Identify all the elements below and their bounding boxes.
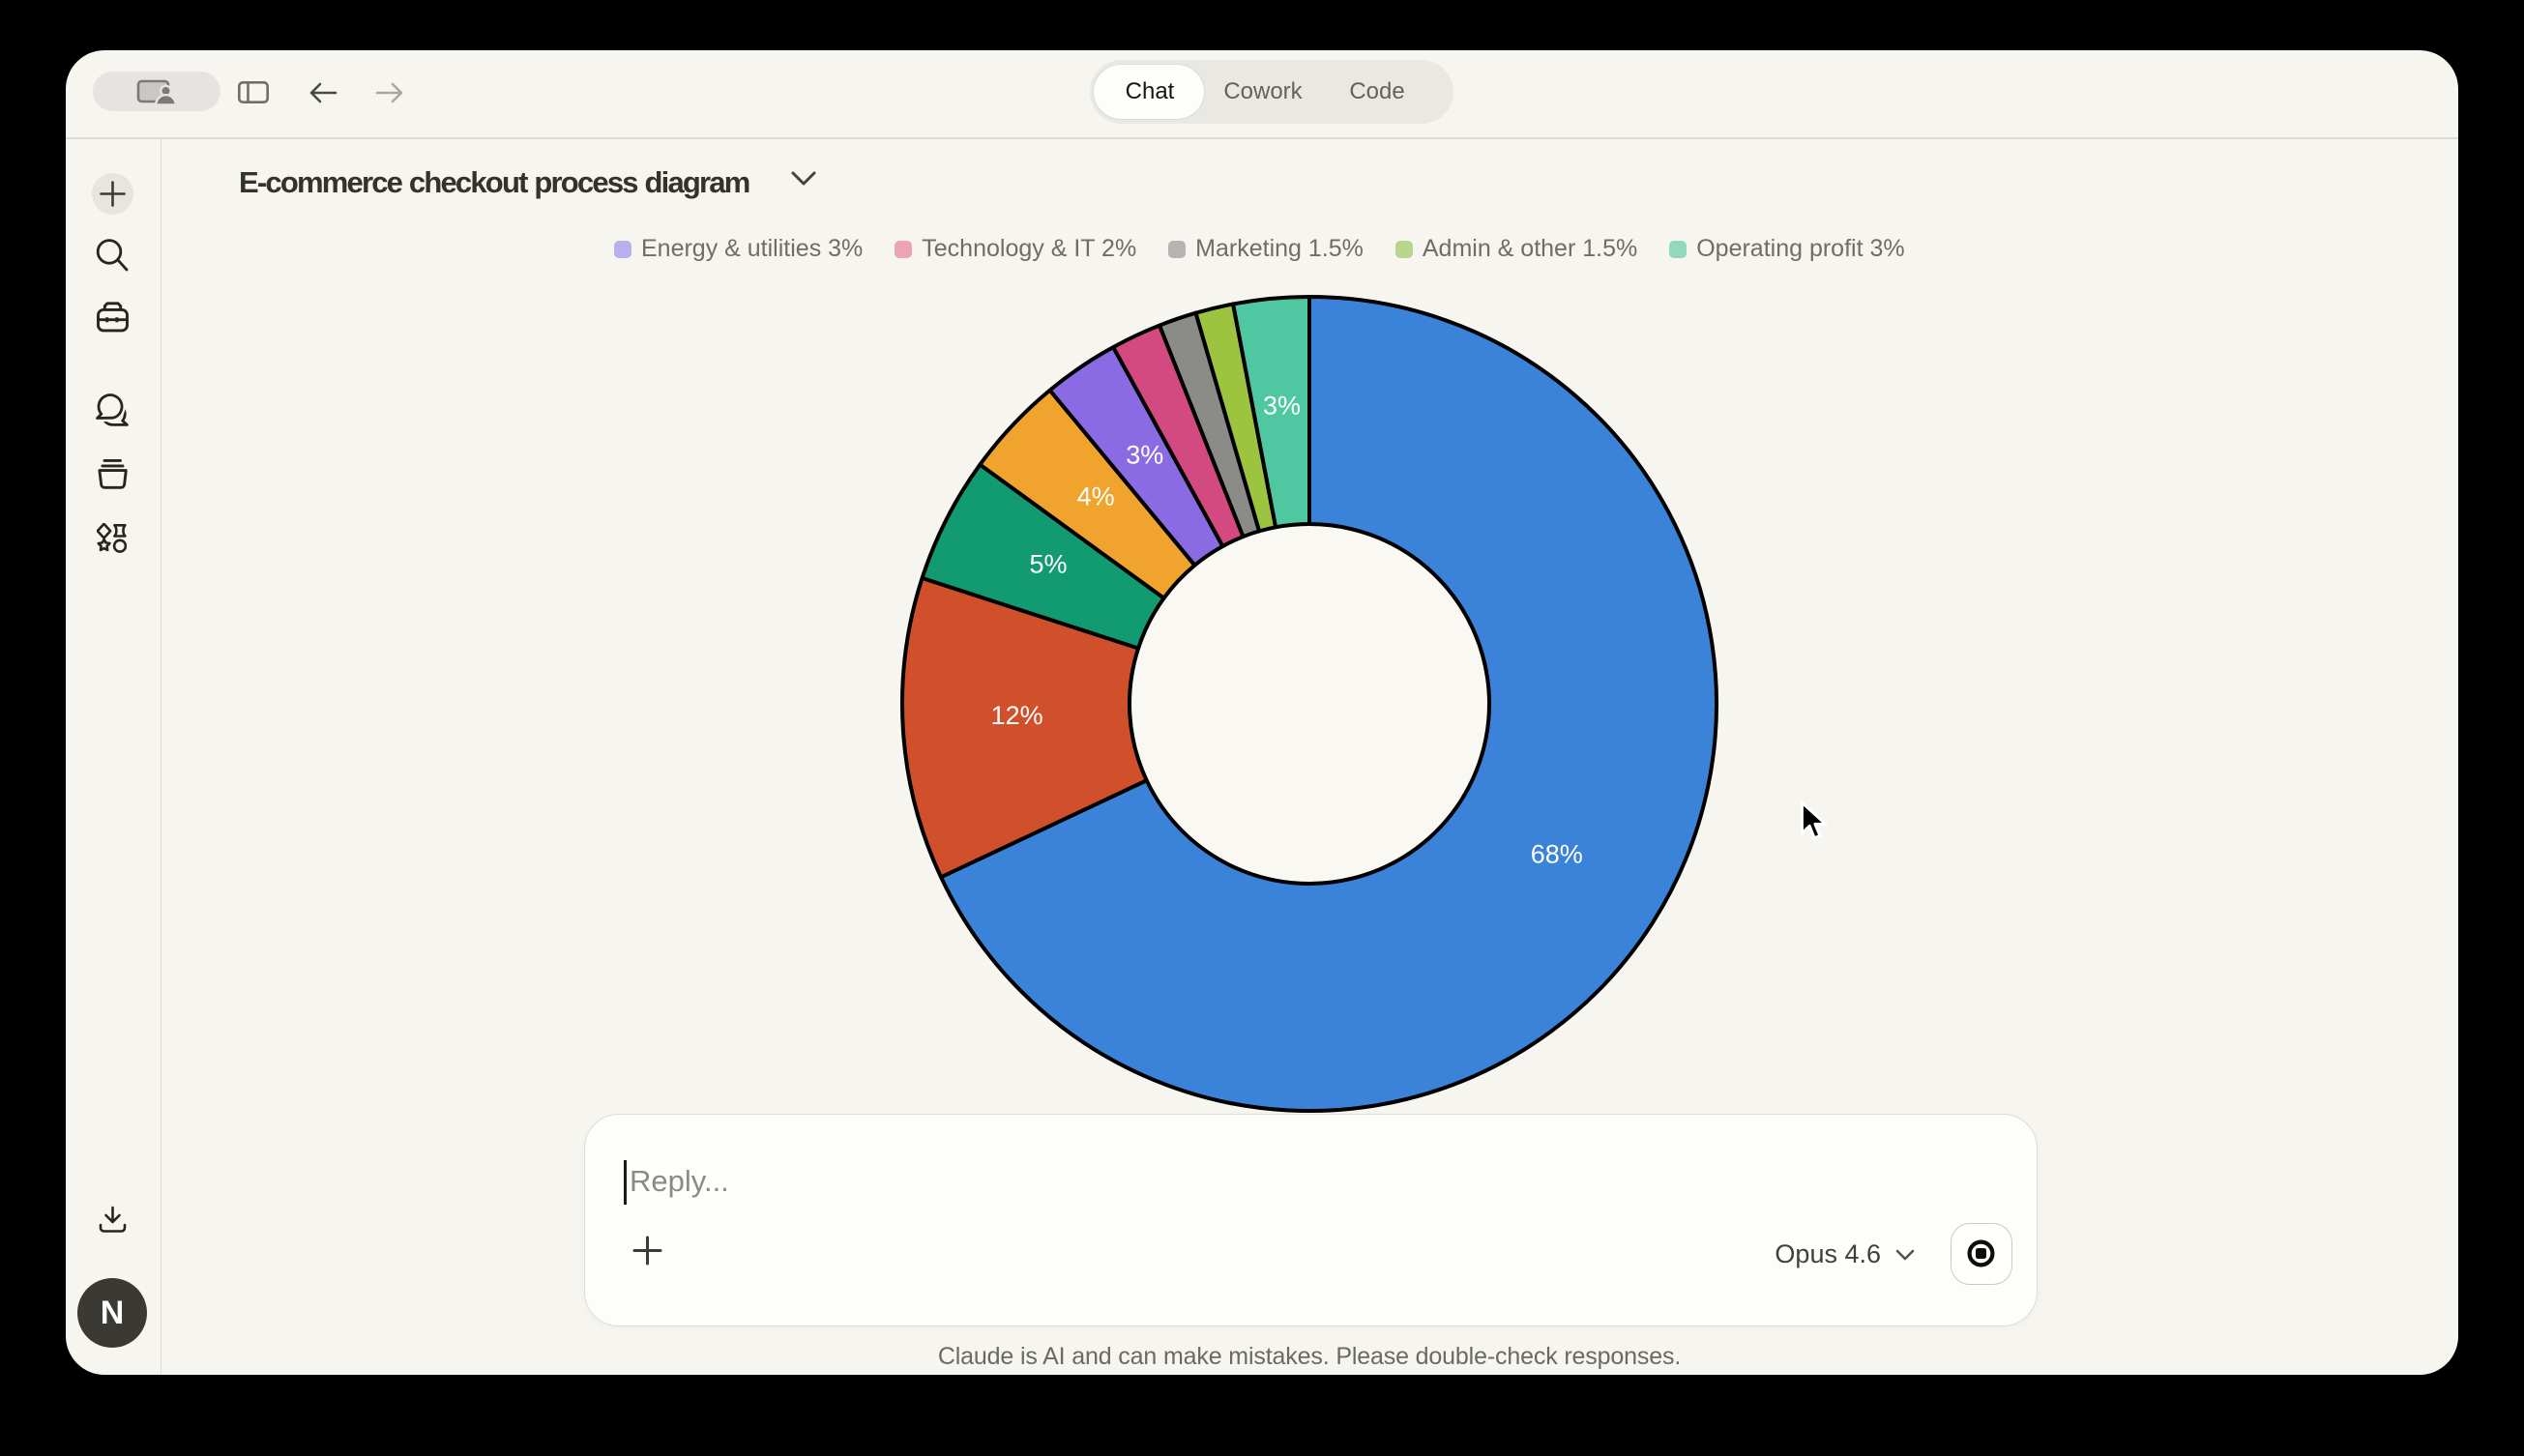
svg-text:68%: 68% bbox=[1531, 839, 1583, 868]
svg-text:12%: 12% bbox=[991, 701, 1043, 730]
svg-text:3%: 3% bbox=[1263, 391, 1301, 420]
svg-text:4%: 4% bbox=[1077, 482, 1115, 511]
svg-text:3%: 3% bbox=[1126, 440, 1163, 469]
svg-text:5%: 5% bbox=[1029, 549, 1067, 578]
